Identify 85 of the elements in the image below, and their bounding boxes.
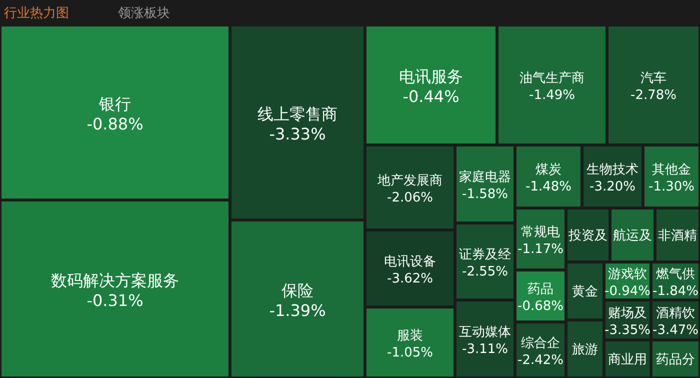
category-label: 汽车 [640,71,666,86]
cell: 银行 -0.88% [0,26,230,200]
data-label: -0.68% [518,299,564,314]
category-label: 服装 [397,328,423,344]
category-label: 生物技术 [586,162,638,178]
data-label: -3.47% [652,323,698,338]
data-label: -1.84% [652,284,698,299]
data-label: -2.55% [462,264,508,280]
category-label: 旅游 [572,342,598,358]
cell: 数码解决方案服务 -0.31% [0,200,230,378]
category-label: 航运及 [613,228,652,244]
cell: 综合企 -2.42% [516,322,566,378]
category-label: 家庭电器 [459,169,511,185]
data-label: -0.94% [604,284,650,299]
cell: 游戏软 -0.94% [604,262,650,300]
category-label: 燃气供 [656,267,695,282]
data-label: -1.05% [387,346,433,360]
cell: 地产发展商 -2.06% [366,146,454,230]
category-label: 其他金 [652,162,691,178]
cell: 商业用 [604,340,650,378]
cell: 电讯服务 -0.44% [366,26,496,144]
cell: 家庭电器 -1.58% [456,146,514,222]
cell: 生物技术 -3.20% [582,146,642,208]
data-label: -1.30% [648,180,694,194]
cell: 其他金 -1.30% [644,146,700,208]
category-label: 投资及 [568,228,608,244]
cell: 赌场及 -3.35% [604,300,650,340]
text: 领涨板块 [118,6,170,21]
category-label: 非酒精 [658,228,697,244]
category-label: 药品 [528,282,554,297]
cell: 药品 -0.68% [516,270,566,322]
data-label: -2.78% [630,88,676,103]
cell: 航运及 [610,208,654,262]
cell: 油气生产商 -1.49% [498,26,606,144]
category-label: 证券及经 [459,248,511,262]
cell: 药品分 [652,340,700,378]
category-label: 电讯服务 [399,67,463,86]
category-label: 黄金 [572,284,598,300]
cell: 投资及 [566,208,610,262]
cell: 酒精饮 -3.47% [652,300,700,340]
data-label: -3.11% [462,342,508,357]
category-label: 银行 [98,94,131,114]
category-label: 数码解决方案服务 [51,271,179,290]
cell: 黄金 [566,262,604,320]
category-label: 常规电 [521,225,560,240]
cell: 电讯设备 -3.62% [366,230,454,306]
category-label: 综合企 [521,336,560,351]
category-label: 煤炭 [536,162,562,178]
category-label: 地产发展商 [376,174,442,188]
data-label: -3.35% [604,323,650,338]
cell: 证券及经 -2.55% [456,224,514,300]
category-label: 药品分 [656,352,695,368]
cell: 互动媒体 -3.11% [456,300,514,378]
category-label: 油气生产商 [520,71,584,86]
data-label: -1.49% [529,88,575,103]
data-label: -0.88% [86,114,144,134]
category-label: 游戏软 [608,267,647,282]
data-label: -3.62% [387,272,433,286]
data-label: -0.31% [86,291,144,310]
data-label: -2.06% [387,190,433,206]
cell: 非酒精 [656,208,700,262]
data-label: -1.17% [518,242,564,257]
category-label: 互动媒体 [459,325,511,340]
category-label: 保险 [282,281,314,300]
cell: 常规电 -1.17% [516,208,566,270]
data-label: -2.42% [518,353,564,368]
category-label: 电讯设备 [384,254,436,270]
text: 行业热力图 [4,6,69,21]
category-label: 酒精饮 [656,306,695,321]
category-label: 线上零售商 [258,104,338,124]
cell: 服装 -1.05% [366,308,454,378]
data-label: -0.44% [402,87,460,106]
data-label: -1.58% [462,187,508,202]
cell: 煤炭 -1.48% [516,146,582,208]
data-label: -1.39% [269,301,326,320]
data-label: -3.33% [269,124,326,144]
cell: 燃气供 -1.84% [652,262,700,300]
cell: 保险 -1.39% [230,220,364,378]
data-label: -3.20% [590,180,636,194]
data-label: -1.48% [526,180,572,194]
category-label: 赌场及 [608,306,647,321]
category-label: 商业用 [608,352,647,368]
cell: 线上零售商 -3.33% [230,26,364,220]
cell: 汽车 -2.78% [608,26,700,144]
cell: 旅游 [566,320,604,378]
